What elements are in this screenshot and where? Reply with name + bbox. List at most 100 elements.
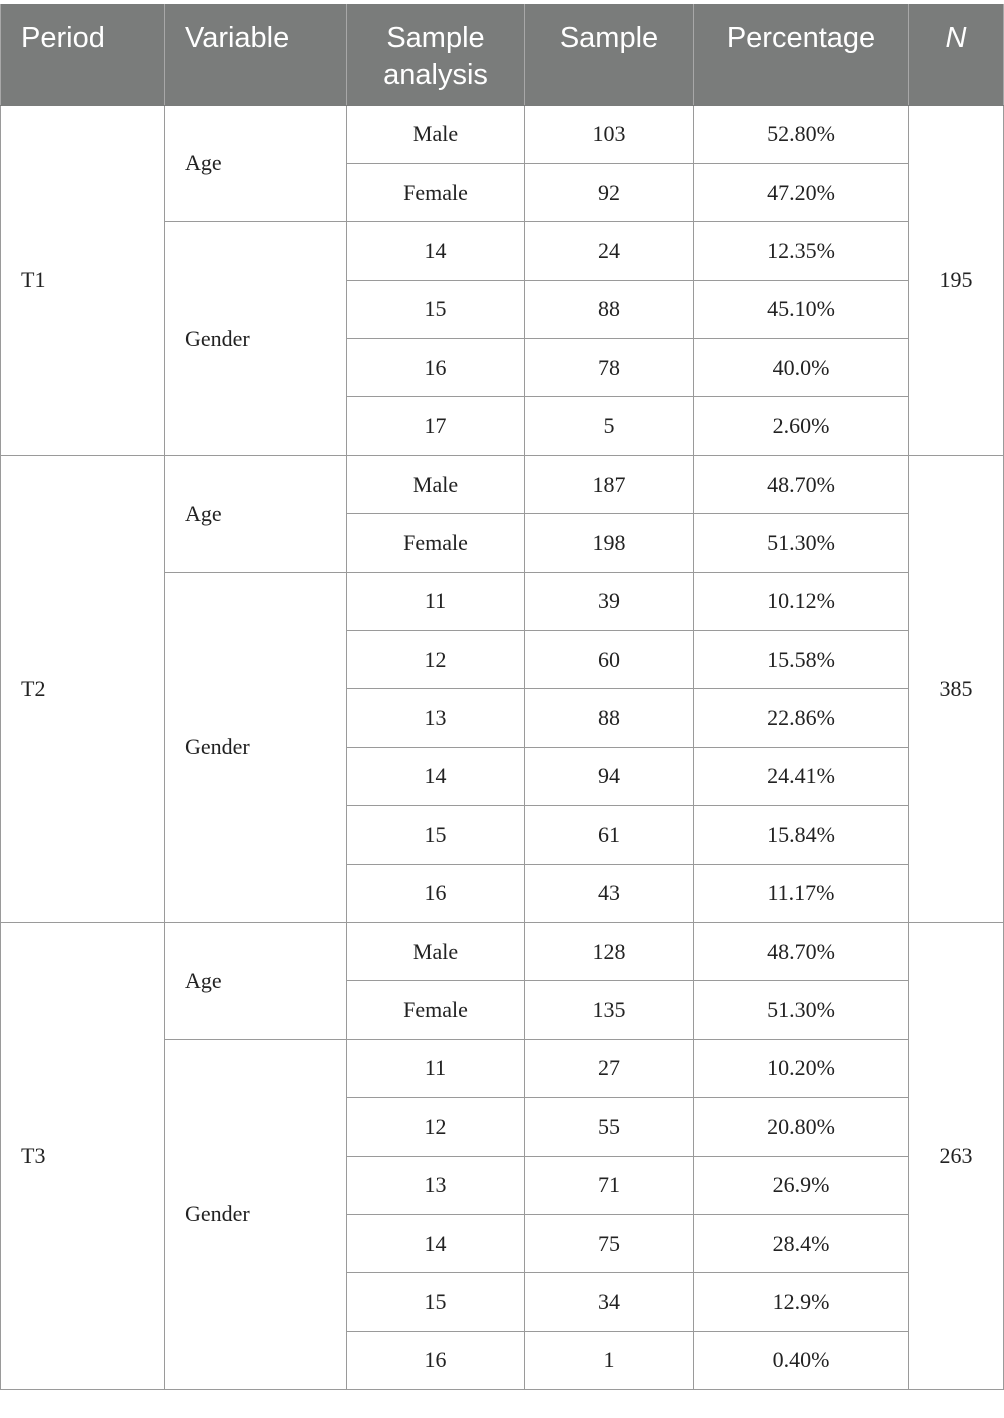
variable-cell: Age	[164, 921, 347, 1040]
sample-cell: 88	[524, 279, 694, 340]
sample-cell: 78	[524, 338, 694, 398]
sample-analysis-cell: Female	[346, 513, 525, 573]
sample-cell: 55	[524, 1097, 694, 1157]
table-row: Gender 14 24 12.35%	[1, 221, 1004, 456]
sample-cell: 61	[524, 805, 694, 865]
sample-cell: 94	[524, 746, 694, 807]
sample-analysis-cell: Female	[346, 980, 525, 1040]
sample-analysis-cell: 13	[346, 1155, 525, 1215]
sample-cell: 60	[524, 630, 694, 690]
percentage-cell: 12.9%	[693, 1272, 909, 1332]
table-row: 17 5 2.60%	[1, 396, 1004, 456]
table-row: Female 135 51.30%	[1, 980, 1004, 1040]
period-cell: T3	[0, 921, 165, 1391]
table-row: 15 34 12.9%	[1, 1272, 1004, 1332]
percentage-cell: 15.84%	[693, 805, 909, 865]
header-variable: Variable	[164, 4, 347, 106]
sample-cell: 71	[524, 1155, 694, 1215]
sample-cell: 92	[524, 162, 694, 223]
sample-analysis-cell: 14	[346, 746, 525, 807]
percentage-cell: 48.70%	[693, 454, 909, 515]
table-row: 12 55 20.80%	[1, 1097, 1004, 1157]
variable-cell: Gender	[164, 571, 347, 923]
percentage-cell: 40.0%	[693, 338, 909, 398]
variable-cell: Gender	[164, 1038, 347, 1391]
table-header: Period Variable Sample analysis Sample P…	[0, 4, 1004, 106]
sample-analysis-cell: Male	[346, 921, 525, 982]
sample-analysis-cell: 13	[346, 688, 525, 748]
sample-analysis-cell: Male	[346, 104, 525, 164]
table-row: Gender 11 27 10.20%	[1, 1038, 1004, 1391]
sample-analysis-cell: 15	[346, 279, 525, 340]
sample-cell: 128	[524, 921, 694, 982]
percentage-cell: 2.60%	[693, 396, 909, 456]
period-cell: T2	[0, 454, 165, 923]
table-row: 16 43 11.17%	[1, 863, 1004, 923]
percentage-cell: 0.40%	[693, 1330, 909, 1391]
sample-cell: 187	[524, 454, 694, 515]
sample-analysis-cell: 16	[346, 863, 525, 923]
percentage-cell: 10.12%	[693, 571, 909, 632]
percentage-cell: 47.20%	[693, 162, 909, 223]
sample-analysis-cell: Male	[346, 454, 525, 515]
percentage-cell: 51.30%	[693, 980, 909, 1040]
table-row: 13 88 22.86%	[1, 688, 1004, 748]
table-row: Gender 11 39 10.12%	[1, 571, 1004, 923]
sample-analysis-cell: 15	[346, 1272, 525, 1332]
header-period: Period	[0, 4, 165, 106]
sample-analysis-cell: 11	[346, 571, 525, 632]
sample-cell: 34	[524, 1272, 694, 1332]
n-cell: 385	[908, 454, 1004, 923]
percentage-cell: 10.20%	[693, 1038, 909, 1099]
percentage-cell: 11.17%	[693, 863, 909, 923]
sample-cell: 75	[524, 1213, 694, 1274]
table-row: T3 Age Male 128 48.70% 263	[0, 921, 1004, 1391]
sample-cell: 43	[524, 863, 694, 923]
sample-cell: 198	[524, 513, 694, 573]
sample-analysis-cell: 12	[346, 630, 525, 690]
header-percentage: Percentage	[693, 4, 909, 106]
header-sample: Sample	[524, 4, 694, 106]
header-sample-analysis: Sample analysis	[346, 4, 525, 106]
sample-analysis-cell: 11	[346, 1038, 525, 1099]
percentage-cell: 15.58%	[693, 630, 909, 690]
variable-cell: Gender	[164, 221, 347, 456]
sample-analysis-cell: 16	[346, 338, 525, 398]
table-row: 15 61 15.84%	[1, 805, 1004, 865]
sample-cell: 1	[524, 1330, 694, 1391]
table-row: 14 94 24.41%	[1, 746, 1004, 807]
percentage-cell: 24.41%	[693, 746, 909, 807]
percentage-cell: 28.4%	[693, 1213, 909, 1274]
percentage-cell: 51.30%	[693, 513, 909, 573]
sample-cell: 5	[524, 396, 694, 456]
sample-cell: 103	[524, 104, 694, 164]
table-row: T1 Age Male 103 52.80% 195	[0, 104, 1004, 456]
percentage-cell: 22.86%	[693, 688, 909, 748]
variable-cell: Age	[164, 454, 347, 573]
table-row: T2 Age Male 187 48.70% 385	[0, 454, 1004, 923]
sample-analysis-cell: 16	[346, 1330, 525, 1391]
sample-cell: 27	[524, 1038, 694, 1099]
table-row: 12 60 15.58%	[1, 630, 1004, 690]
table-body: T1 Age Male 103 52.80% 195 Female 92 47.20% Gende…	[0, 104, 1004, 1391]
percentage-cell: 12.35%	[693, 221, 909, 281]
table-row: 16 78 40.0%	[1, 338, 1004, 398]
sample-cell: 88	[524, 688, 694, 748]
sample-analysis-cell: 12	[346, 1097, 525, 1157]
table-row: 16 1 0.40%	[1, 1330, 1004, 1391]
header-n: N	[908, 4, 1004, 106]
demographics-table: Period Variable Sample analysis Sample P…	[0, 4, 1004, 1391]
percentage-cell: 45.10%	[693, 279, 909, 340]
sample-analysis-cell: 14	[346, 1213, 525, 1274]
percentage-cell: 26.9%	[693, 1155, 909, 1215]
n-cell: 263	[908, 921, 1004, 1391]
table-row: Female 92 47.20%	[1, 162, 1004, 223]
percentage-cell: 48.70%	[693, 921, 909, 982]
sample-cell: 24	[524, 221, 694, 281]
header-row: Period Variable Sample analysis Sample P…	[0, 4, 1004, 106]
sample-cell: 39	[524, 571, 694, 632]
sample-analysis-cell: 17	[346, 396, 525, 456]
n-cell: 195	[908, 104, 1004, 456]
percentage-cell: 20.80%	[693, 1097, 909, 1157]
period-cell: T1	[0, 104, 165, 456]
